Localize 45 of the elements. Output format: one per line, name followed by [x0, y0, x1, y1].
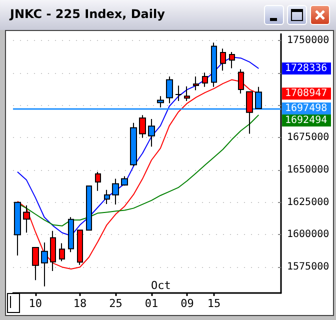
y-tick-label: 1625000 [287, 196, 330, 208]
candlestick [166, 76, 173, 104]
y-tick-label: 1750000 [287, 34, 330, 46]
candlestick [148, 118, 155, 148]
candlestick [104, 189, 110, 205]
candlestick [157, 96, 164, 108]
candlestick [23, 204, 30, 234]
candlestick [193, 76, 199, 91]
candlestick [112, 178, 119, 206]
candlestick [220, 48, 226, 72]
x-tick-label: 18 [73, 297, 87, 310]
y-tick-label: 1575000 [287, 262, 330, 273]
candlestick [14, 202, 21, 256]
annotation: Oct [151, 279, 171, 292]
ref-line-label: 1697498 [285, 102, 328, 114]
candlestick [95, 171, 101, 192]
x-tick-label: 15 [207, 297, 221, 310]
candlestick [130, 122, 137, 167]
candlestick [121, 176, 128, 186]
candlestick [32, 247, 39, 281]
candlestick [86, 186, 92, 231]
text: 1708947 [285, 88, 328, 100]
candlestick [175, 85, 182, 102]
x-tick-label: 01 [144, 297, 158, 310]
candlestick [202, 72, 208, 88]
candlestick [255, 86, 262, 109]
x-tick-label: 25 [109, 297, 122, 310]
line-series [16, 56, 260, 236]
candlestick [184, 86, 190, 102]
x-tick-label: 09 [180, 297, 194, 310]
candlestick [246, 91, 253, 134]
y-tick-label: 1650000 [287, 164, 330, 176]
candlestick [59, 242, 65, 262]
candlestick [139, 114, 146, 138]
text: 1692494 [285, 114, 328, 126]
candlestick [211, 42, 217, 88]
candlestick [41, 242, 48, 287]
candlestick [68, 216, 74, 253]
y-tick-label: 1675000 [287, 132, 330, 144]
chart-title: JNKC - 225 Index, Daily [10, 7, 165, 21]
text: 1728336 [285, 63, 328, 74]
y-tick-label: 1600000 [287, 229, 330, 240]
x-tick-label: 10 [28, 297, 42, 310]
candlestick [77, 230, 83, 266]
candlestick [229, 52, 235, 69]
